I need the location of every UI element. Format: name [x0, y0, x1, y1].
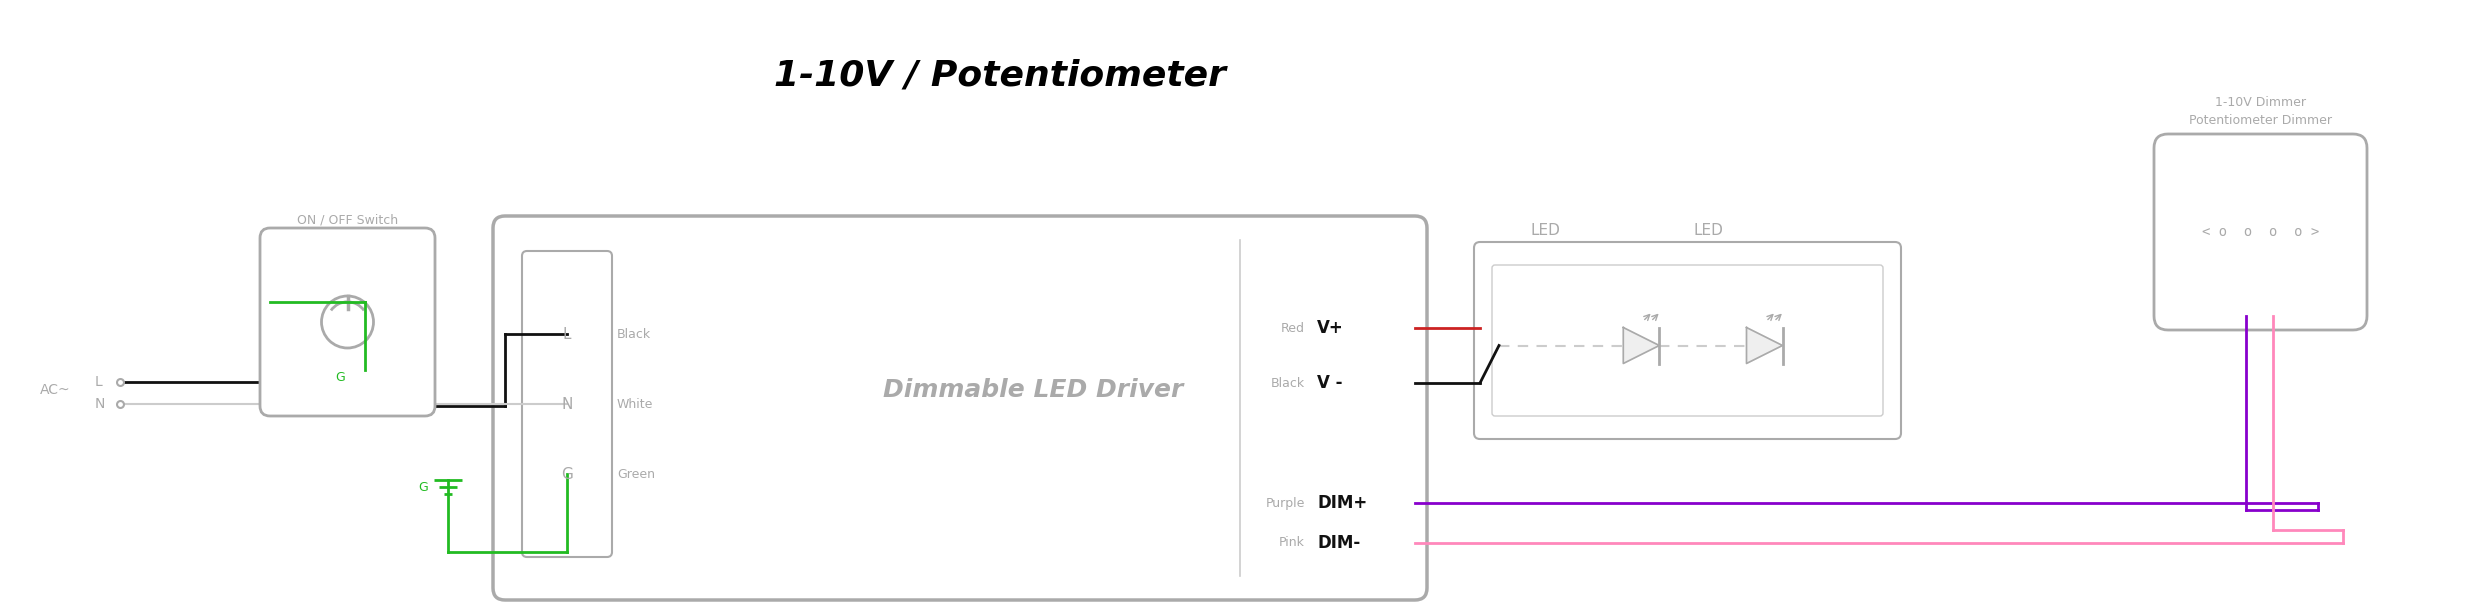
- Text: Black: Black: [618, 327, 650, 340]
- Polygon shape: [1747, 327, 1781, 364]
- Text: LED: LED: [1531, 223, 1561, 237]
- Text: AC~: AC~: [40, 383, 69, 397]
- Text: Potentiometer Dimmer: Potentiometer Dimmer: [2188, 113, 2332, 126]
- Text: Red: Red: [1280, 321, 1305, 335]
- Text: G: G: [419, 481, 429, 493]
- Text: V -: V -: [1317, 374, 1342, 392]
- Text: L: L: [94, 375, 102, 389]
- Polygon shape: [1623, 327, 1660, 364]
- Text: Purple: Purple: [1265, 497, 1305, 509]
- FancyBboxPatch shape: [1474, 242, 1900, 439]
- Text: N: N: [561, 397, 573, 411]
- Text: LED: LED: [1695, 223, 1724, 237]
- Text: G: G: [335, 370, 345, 384]
- FancyBboxPatch shape: [261, 228, 434, 416]
- Text: DIM-: DIM-: [1317, 534, 1360, 552]
- FancyBboxPatch shape: [521, 251, 613, 557]
- Text: White: White: [618, 397, 653, 411]
- Text: V+: V+: [1317, 319, 1345, 337]
- Text: Black: Black: [1270, 376, 1305, 389]
- FancyBboxPatch shape: [1491, 265, 1883, 416]
- Text: N: N: [94, 397, 104, 411]
- Text: Dimmable LED Driver: Dimmable LED Driver: [883, 378, 1183, 402]
- Text: L: L: [563, 327, 571, 341]
- Text: 1-10V Dimmer: 1-10V Dimmer: [2216, 96, 2305, 109]
- Text: < o  o  o  o >: < o o o o >: [2201, 225, 2320, 239]
- FancyBboxPatch shape: [494, 216, 1427, 600]
- Text: DIM+: DIM+: [1317, 494, 1367, 512]
- Text: 1-10V / Potentiometer: 1-10V / Potentiometer: [774, 58, 1226, 92]
- FancyBboxPatch shape: [2154, 134, 2367, 330]
- Text: Green: Green: [618, 468, 655, 481]
- Text: ON / OFF Switch: ON / OFF Switch: [298, 213, 397, 226]
- Text: Pink: Pink: [1280, 536, 1305, 549]
- Text: G: G: [561, 466, 573, 481]
